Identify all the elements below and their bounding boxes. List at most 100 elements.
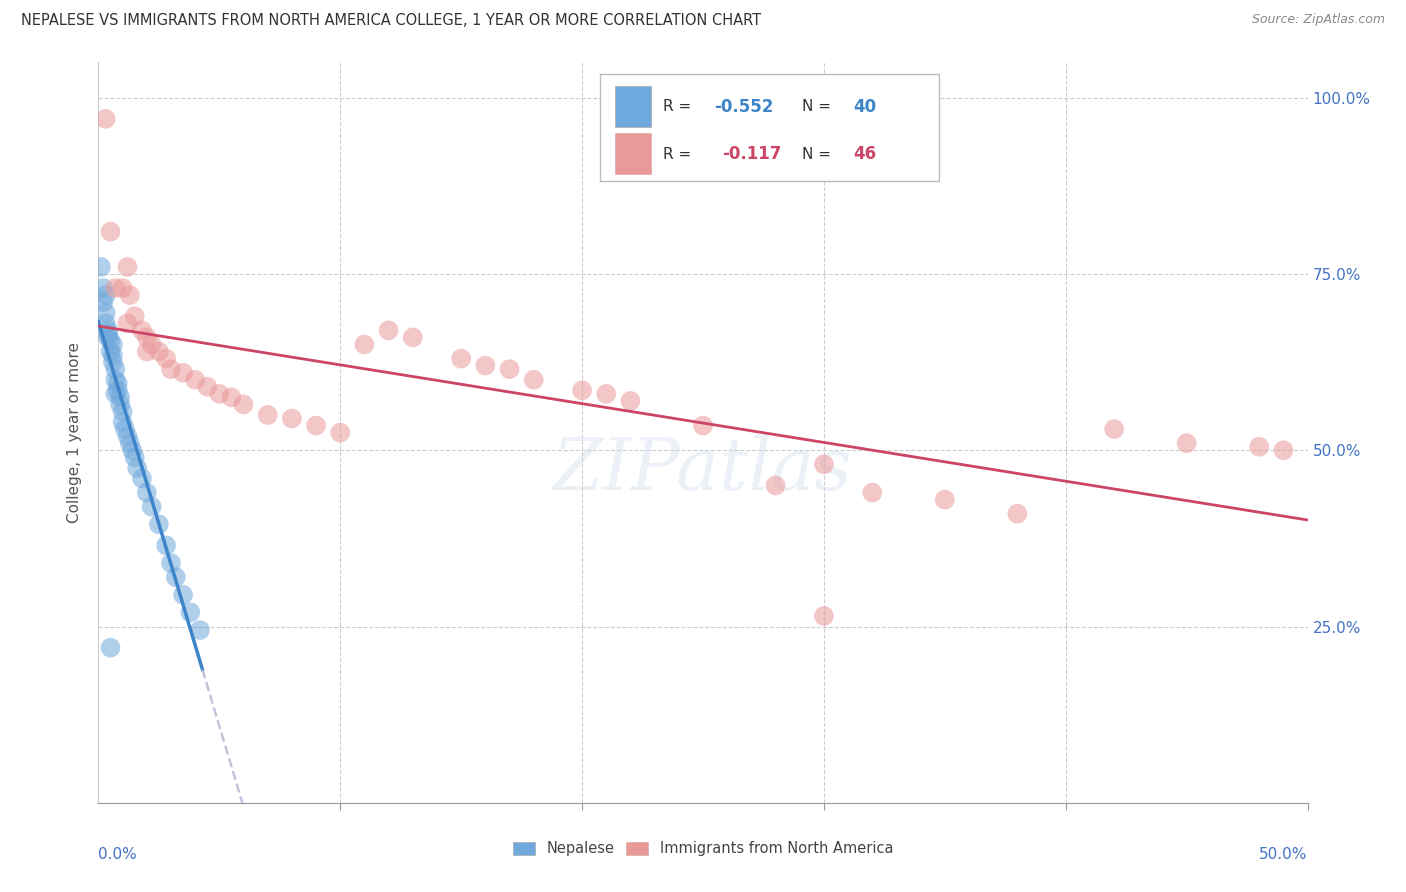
Point: [131, 323, 153, 337]
Point: [188, 623, 211, 637]
Point: [1272, 443, 1295, 458]
Point: [118, 436, 141, 450]
Point: [124, 310, 146, 324]
Point: [127, 461, 149, 475]
Text: -0.552: -0.552: [714, 98, 773, 116]
Point: [101, 348, 124, 362]
Point: [104, 281, 127, 295]
Point: [94, 288, 117, 302]
Point: [111, 281, 134, 295]
Point: [148, 344, 170, 359]
Point: [94, 112, 117, 126]
Text: 46: 46: [853, 145, 876, 163]
Point: [1175, 436, 1198, 450]
Point: [523, 373, 546, 387]
Point: [97, 326, 120, 341]
Point: [179, 606, 201, 620]
Point: [765, 478, 787, 492]
Point: [184, 373, 207, 387]
Bar: [614, 133, 651, 174]
Point: [100, 334, 122, 348]
Point: [305, 418, 328, 433]
Point: [619, 393, 641, 408]
Point: [111, 415, 134, 429]
Point: [498, 362, 520, 376]
Point: [329, 425, 352, 440]
Point: [160, 556, 183, 570]
Point: [692, 418, 714, 433]
Text: 40: 40: [853, 98, 876, 116]
Y-axis label: College, 1 year or more: College, 1 year or more: [67, 343, 83, 523]
Point: [160, 362, 183, 376]
Point: [450, 351, 472, 366]
Point: [195, 380, 218, 394]
Point: [117, 260, 139, 274]
Point: [1249, 440, 1271, 454]
Point: [402, 330, 425, 344]
Point: [208, 387, 231, 401]
Point: [91, 295, 114, 310]
Point: [141, 500, 163, 514]
Point: [121, 443, 143, 458]
Point: [934, 492, 956, 507]
Point: [281, 411, 304, 425]
Point: [860, 485, 883, 500]
Point: [118, 288, 141, 302]
Point: [100, 344, 122, 359]
Point: [135, 485, 157, 500]
Point: [172, 588, 194, 602]
Point: [148, 517, 170, 532]
Point: [104, 373, 127, 387]
Legend: Nepalese, Immigrants from North America: Nepalese, Immigrants from North America: [508, 836, 898, 863]
Point: [1007, 507, 1029, 521]
Text: Source: ZipAtlas.com: Source: ZipAtlas.com: [1251, 13, 1385, 27]
Text: NEPALESE VS IMMIGRANTS FROM NORTH AMERICA COLLEGE, 1 YEAR OR MORE CORRELATION CH: NEPALESE VS IMMIGRANTS FROM NORTH AMERIC…: [21, 13, 761, 29]
Point: [155, 351, 177, 366]
Point: [165, 570, 187, 584]
Point: [256, 408, 278, 422]
Point: [97, 323, 120, 337]
Text: N =: N =: [803, 99, 837, 114]
Point: [101, 355, 124, 369]
Point: [172, 366, 194, 380]
Text: ZIPatlas: ZIPatlas: [553, 434, 853, 505]
Point: [91, 281, 114, 295]
Point: [813, 458, 835, 472]
Point: [90, 260, 112, 274]
Point: [141, 337, 163, 351]
Point: [104, 387, 127, 401]
Point: [1102, 422, 1125, 436]
Point: [94, 306, 117, 320]
Point: [595, 387, 617, 401]
Point: [104, 362, 127, 376]
Point: [474, 359, 496, 373]
Point: [155, 538, 177, 552]
FancyBboxPatch shape: [600, 73, 939, 181]
Bar: [614, 86, 651, 127]
Point: [117, 316, 139, 330]
Point: [100, 640, 122, 655]
Text: -0.117: -0.117: [723, 145, 782, 163]
Point: [94, 316, 117, 330]
Point: [571, 384, 593, 398]
Text: R =: R =: [664, 99, 696, 114]
Point: [108, 397, 131, 411]
Point: [100, 225, 122, 239]
Point: [117, 429, 139, 443]
Point: [377, 323, 399, 337]
Point: [97, 330, 120, 344]
Point: [124, 450, 146, 465]
Point: [813, 609, 835, 624]
Text: R =: R =: [664, 146, 702, 161]
Point: [114, 422, 136, 436]
Text: 50.0%: 50.0%: [1260, 847, 1308, 863]
Text: N =: N =: [803, 146, 837, 161]
Point: [221, 390, 243, 404]
Point: [108, 390, 131, 404]
Point: [232, 397, 254, 411]
Point: [107, 376, 129, 391]
Text: 0.0%: 0.0%: [98, 847, 138, 863]
Point: [353, 337, 375, 351]
Point: [111, 404, 134, 418]
Point: [101, 337, 124, 351]
